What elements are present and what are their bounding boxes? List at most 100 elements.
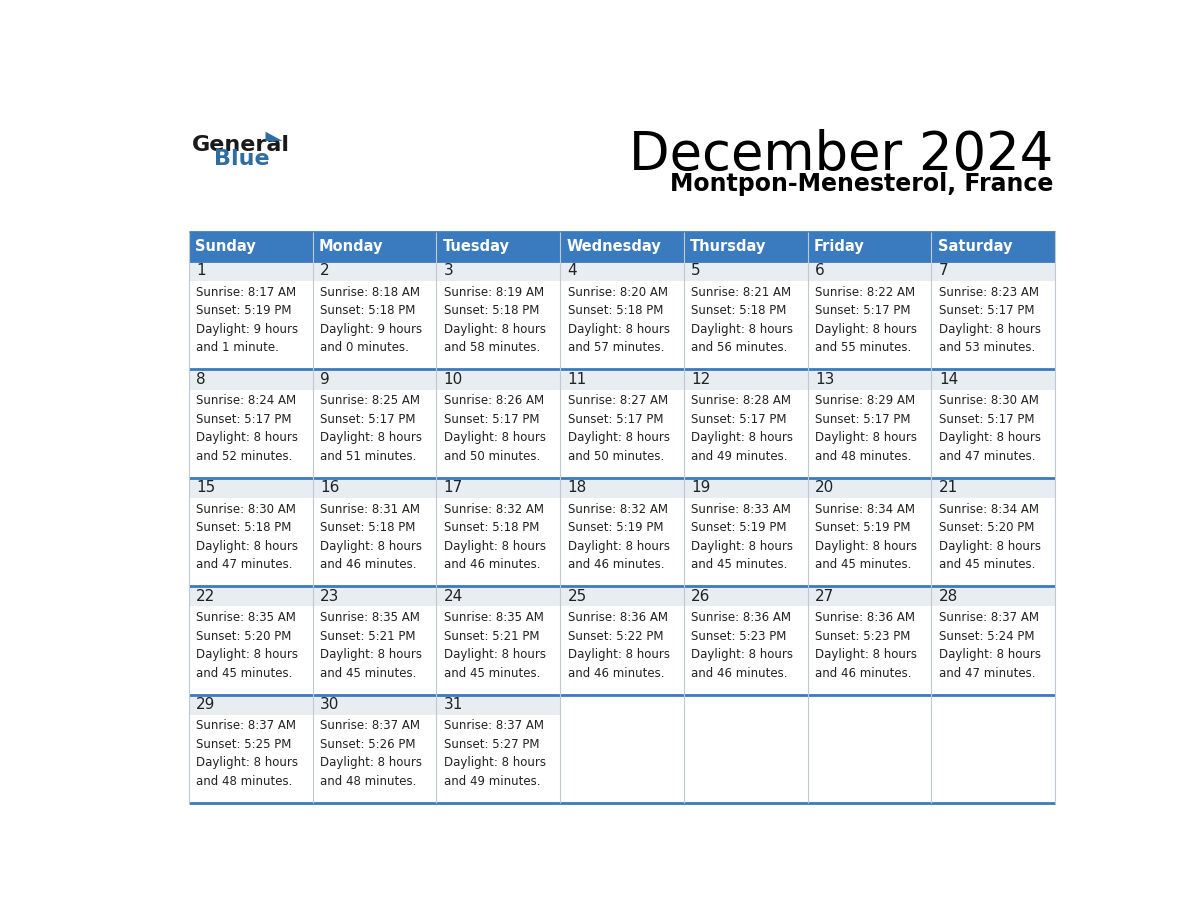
Bar — [684, 587, 808, 607]
Bar — [312, 607, 436, 695]
Text: Sunrise: 8:24 AM
Sunset: 5:17 PM
Daylight: 8 hours
and 52 minutes.: Sunrise: 8:24 AM Sunset: 5:17 PM Dayligh… — [196, 394, 298, 463]
Bar — [808, 498, 931, 587]
Polygon shape — [266, 131, 283, 141]
Text: Sunrise: 8:34 AM
Sunset: 5:19 PM
Daylight: 8 hours
and 45 minutes.: Sunrise: 8:34 AM Sunset: 5:19 PM Dayligh… — [815, 502, 917, 571]
Bar — [684, 695, 808, 803]
Bar — [189, 261, 312, 281]
Text: Friday: Friday — [814, 239, 865, 254]
Bar — [436, 281, 560, 370]
Bar — [684, 478, 808, 498]
Bar — [189, 607, 312, 695]
Bar — [189, 232, 312, 261]
Bar — [312, 261, 436, 281]
Bar — [436, 695, 560, 715]
Bar — [684, 232, 808, 261]
Bar — [684, 498, 808, 587]
Text: Sunrise: 8:18 AM
Sunset: 5:18 PM
Daylight: 9 hours
and 0 minutes.: Sunrise: 8:18 AM Sunset: 5:18 PM Dayligh… — [320, 285, 422, 354]
Bar — [931, 695, 1055, 803]
Bar — [560, 695, 684, 803]
Bar — [808, 478, 931, 498]
Bar — [808, 281, 931, 370]
Text: Montpon-Menesterol, France: Montpon-Menesterol, France — [670, 172, 1054, 196]
Text: Sunrise: 8:22 AM
Sunset: 5:17 PM
Daylight: 8 hours
and 55 minutes.: Sunrise: 8:22 AM Sunset: 5:17 PM Dayligh… — [815, 285, 917, 354]
Text: 2: 2 — [320, 263, 329, 278]
Text: 17: 17 — [444, 480, 463, 496]
Bar — [436, 389, 560, 478]
Bar — [312, 695, 436, 715]
Text: Sunrise: 8:34 AM
Sunset: 5:20 PM
Daylight: 8 hours
and 45 minutes.: Sunrise: 8:34 AM Sunset: 5:20 PM Dayligh… — [939, 502, 1041, 571]
Bar — [189, 715, 312, 803]
Bar — [436, 370, 560, 389]
Text: Sunrise: 8:35 AM
Sunset: 5:21 PM
Daylight: 8 hours
and 45 minutes.: Sunrise: 8:35 AM Sunset: 5:21 PM Dayligh… — [320, 611, 422, 679]
Bar — [560, 281, 684, 370]
Text: 3: 3 — [444, 263, 454, 278]
Bar — [808, 232, 931, 261]
Text: Tuesday: Tuesday — [443, 239, 510, 254]
Bar — [436, 607, 560, 695]
Bar — [808, 607, 931, 695]
Bar — [808, 587, 931, 607]
Text: Blue: Blue — [214, 149, 270, 169]
Bar — [436, 587, 560, 607]
Text: Sunrise: 8:19 AM
Sunset: 5:18 PM
Daylight: 8 hours
and 58 minutes.: Sunrise: 8:19 AM Sunset: 5:18 PM Dayligh… — [444, 285, 545, 354]
Text: Sunrise: 8:30 AM
Sunset: 5:17 PM
Daylight: 8 hours
and 47 minutes.: Sunrise: 8:30 AM Sunset: 5:17 PM Dayligh… — [939, 394, 1041, 463]
Bar — [931, 498, 1055, 587]
Bar — [560, 232, 684, 261]
Text: Sunday: Sunday — [195, 239, 255, 254]
Text: 30: 30 — [320, 697, 340, 712]
Text: Monday: Monday — [318, 239, 384, 254]
Bar — [684, 389, 808, 478]
Bar — [931, 261, 1055, 281]
Bar — [436, 715, 560, 803]
Text: 28: 28 — [939, 588, 959, 604]
Bar — [312, 232, 436, 261]
Text: Sunrise: 8:37 AM
Sunset: 5:24 PM
Daylight: 8 hours
and 47 minutes.: Sunrise: 8:37 AM Sunset: 5:24 PM Dayligh… — [939, 611, 1041, 679]
Text: 4: 4 — [568, 263, 577, 278]
Bar — [560, 261, 684, 281]
Text: General: General — [192, 135, 290, 155]
Bar — [312, 370, 436, 389]
Bar — [189, 370, 312, 389]
Bar — [189, 498, 312, 587]
Bar — [312, 715, 436, 803]
Text: 31: 31 — [444, 697, 463, 712]
Text: 14: 14 — [939, 372, 959, 386]
Text: 5: 5 — [691, 263, 701, 278]
Bar — [189, 281, 312, 370]
Bar — [931, 232, 1055, 261]
Bar — [808, 261, 931, 281]
Text: December 2024: December 2024 — [630, 129, 1054, 182]
Bar — [560, 498, 684, 587]
Bar — [808, 389, 931, 478]
Text: Sunrise: 8:32 AM
Sunset: 5:18 PM
Daylight: 8 hours
and 46 minutes.: Sunrise: 8:32 AM Sunset: 5:18 PM Dayligh… — [444, 502, 545, 571]
Bar — [931, 370, 1055, 389]
Bar — [189, 478, 312, 498]
Bar — [931, 587, 1055, 607]
Text: Sunrise: 8:35 AM
Sunset: 5:20 PM
Daylight: 8 hours
and 45 minutes.: Sunrise: 8:35 AM Sunset: 5:20 PM Dayligh… — [196, 611, 298, 679]
Text: Sunrise: 8:23 AM
Sunset: 5:17 PM
Daylight: 8 hours
and 53 minutes.: Sunrise: 8:23 AM Sunset: 5:17 PM Dayligh… — [939, 285, 1041, 354]
Bar — [808, 370, 931, 389]
Text: 29: 29 — [196, 697, 215, 712]
Bar — [312, 587, 436, 607]
Text: 10: 10 — [444, 372, 463, 386]
Text: Sunrise: 8:26 AM
Sunset: 5:17 PM
Daylight: 8 hours
and 50 minutes.: Sunrise: 8:26 AM Sunset: 5:17 PM Dayligh… — [444, 394, 545, 463]
Text: 16: 16 — [320, 480, 340, 496]
Bar — [560, 370, 684, 389]
Text: 11: 11 — [568, 372, 587, 386]
Bar — [684, 261, 808, 281]
Text: 8: 8 — [196, 372, 206, 386]
Bar — [684, 607, 808, 695]
Text: 9: 9 — [320, 372, 330, 386]
Bar — [684, 281, 808, 370]
Bar — [931, 281, 1055, 370]
Text: Sunrise: 8:20 AM
Sunset: 5:18 PM
Daylight: 8 hours
and 57 minutes.: Sunrise: 8:20 AM Sunset: 5:18 PM Dayligh… — [568, 285, 670, 354]
Text: 7: 7 — [939, 263, 948, 278]
Text: 21: 21 — [939, 480, 959, 496]
Text: 13: 13 — [815, 372, 834, 386]
Bar — [436, 261, 560, 281]
Text: 1: 1 — [196, 263, 206, 278]
Bar — [436, 232, 560, 261]
Text: Sunrise: 8:36 AM
Sunset: 5:23 PM
Daylight: 8 hours
and 46 minutes.: Sunrise: 8:36 AM Sunset: 5:23 PM Dayligh… — [691, 611, 794, 679]
Text: 19: 19 — [691, 480, 710, 496]
Text: 18: 18 — [568, 480, 587, 496]
